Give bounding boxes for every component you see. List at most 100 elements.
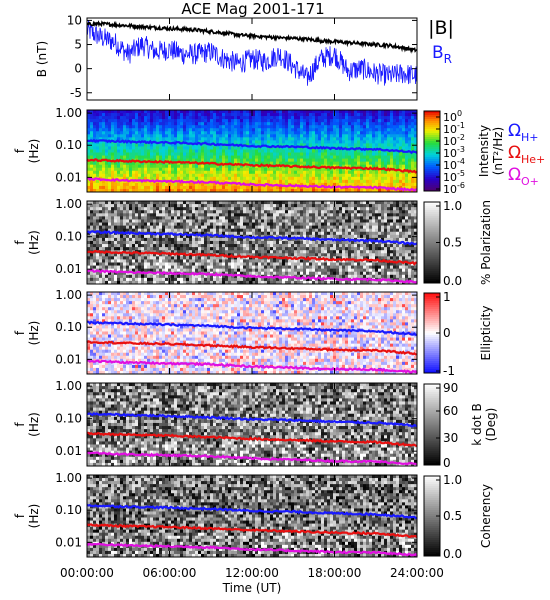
heatmap-cell [141, 204, 145, 208]
heatmap-cell [156, 128, 160, 132]
heatmap-cell [237, 140, 241, 144]
heatmap-cell [186, 152, 190, 156]
heatmap-cell [264, 262, 268, 266]
heatmap-cell [321, 185, 325, 190]
heatmap-cell [267, 247, 271, 251]
heatmap-cell [198, 170, 202, 175]
heatmap-cell [399, 134, 403, 138]
heatmap-cell [219, 262, 223, 266]
heatmap-cell [255, 185, 259, 190]
heatmap-cell [399, 170, 403, 175]
heatmap-cell [267, 219, 271, 223]
heatmap-cell [222, 228, 226, 233]
heatmap-cell [162, 247, 166, 251]
heatmap-cell [246, 228, 250, 233]
heatmap-cell [162, 201, 166, 205]
heatmap-cell [255, 265, 259, 270]
heatmap-cell [114, 237, 118, 242]
heatmap-cell [99, 188, 103, 193]
heatmap-cell [276, 213, 280, 217]
heatmap-cell [186, 131, 190, 135]
heatmap-cell [381, 143, 385, 147]
heatmap-cell [105, 125, 109, 129]
heatmap-cell [105, 234, 109, 239]
heatmap-cell [102, 146, 106, 150]
heatmap-cell [204, 176, 208, 181]
heatmap-cell [369, 113, 373, 117]
heatmap-cell [192, 274, 196, 279]
heatmap-cell [201, 228, 205, 233]
heatmap-cell [111, 149, 115, 153]
heatmap-cell [264, 265, 268, 270]
heatmap-cell [285, 253, 289, 257]
heatmap-cell [294, 122, 298, 126]
heatmap-cell [201, 131, 205, 135]
heatmap-cell [291, 173, 295, 178]
heatmap-cell [144, 128, 148, 132]
heatmap-cell [216, 237, 220, 242]
heatmap-cell [216, 250, 220, 254]
heatmap-cell [159, 161, 163, 166]
heatmap-cell [354, 140, 358, 144]
heatmap-cell [87, 173, 91, 178]
heatmap-cell [258, 146, 262, 150]
heatmap-cell [261, 125, 265, 129]
heatmap-cell [114, 262, 118, 266]
heatmap-cell [180, 131, 184, 135]
heatmap-cell [156, 225, 160, 230]
heatmap-cell [288, 280, 292, 285]
heatmap-cell [345, 137, 349, 141]
heatmap-cell [132, 155, 136, 159]
heatmap-cell [126, 185, 130, 190]
heatmap-cell [171, 176, 175, 181]
heatmap-cell [198, 116, 202, 120]
heatmap-cell [141, 176, 145, 181]
heatmap-cell [381, 119, 385, 123]
heatmap-cell [165, 240, 169, 245]
heatmap-cell [408, 173, 412, 178]
heatmap-cell [204, 265, 208, 270]
heatmap-cell [378, 110, 382, 114]
heatmap-cell [153, 201, 157, 205]
heatmap-cell [321, 137, 325, 141]
heatmap-cell [195, 173, 199, 178]
heatmap-cell [186, 213, 190, 217]
heatmap-cell [267, 225, 271, 230]
heatmap-cell [294, 277, 298, 282]
heatmap-cell [171, 207, 175, 211]
heatmap-cell [381, 173, 385, 178]
heatmap-cell [147, 280, 151, 285]
heatmap-cell [315, 185, 319, 190]
heatmap-cell [147, 188, 151, 193]
gyrofrequency-legend-subscript: H+ [521, 131, 539, 144]
heatmap-cell [354, 164, 358, 169]
heatmap-cell [165, 274, 169, 279]
heatmap-cell [192, 210, 196, 214]
heatmap-cell [243, 247, 247, 251]
heatmap-cell [108, 173, 112, 178]
heatmap-cell [402, 158, 406, 163]
heatmap-cell [192, 149, 196, 153]
heatmap-cell [162, 222, 166, 226]
heatmap-cell [189, 155, 193, 159]
heatmap-cell [183, 188, 187, 193]
heatmap-cell [162, 185, 166, 190]
heatmap-cell [117, 179, 121, 184]
heatmap-cell [207, 222, 211, 226]
heatmap-cell [120, 240, 124, 245]
heatmap-cell [309, 167, 313, 172]
heatmap-cell [288, 167, 292, 172]
heatmap-cell [231, 167, 235, 172]
heatmap-cell [138, 134, 142, 138]
heatmap-cell [93, 253, 97, 257]
heatmap-cell [198, 188, 202, 193]
heatmap-cell [279, 170, 283, 175]
heatmap-cell [174, 149, 178, 153]
heatmap-cell [360, 152, 364, 156]
heatmap-cell [249, 216, 253, 220]
heatmap-cell [291, 228, 295, 233]
heatmap-cell [390, 146, 394, 150]
heatmap-cell [243, 122, 247, 126]
heatmap-cell [279, 271, 283, 276]
heatmap-cell [303, 110, 307, 114]
